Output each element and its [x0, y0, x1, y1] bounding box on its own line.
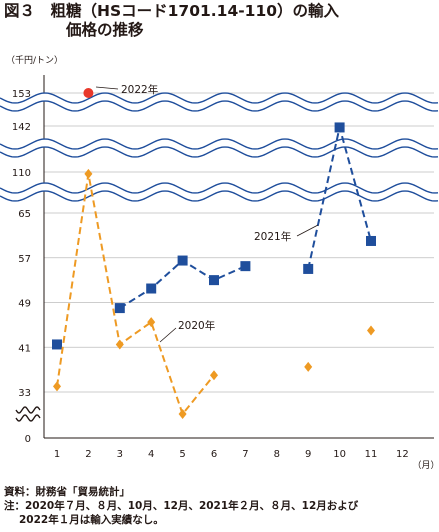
axis-break-1-bottom	[0, 100, 439, 112]
series-label: 2020年	[178, 319, 215, 332]
chart-title: 図３ 粗糖（HSコード1701.14-110）の輸入 価格の推移	[4, 2, 436, 40]
x-tick-label: 4	[148, 449, 154, 460]
x-tick-label: 9	[305, 449, 311, 460]
data-point	[84, 168, 93, 179]
data-point	[83, 88, 94, 98]
footnote-line2: 2022年１月は輸入実績なし。	[19, 514, 164, 526]
data-point	[146, 283, 157, 294]
y-tick-label: 57	[18, 254, 31, 265]
y-tick-label: 153	[12, 89, 31, 100]
series-label: 2021年	[254, 230, 291, 243]
series-label: 2022年	[121, 83, 158, 96]
x-tick-label: 11	[365, 449, 378, 460]
data-point	[52, 339, 62, 350]
x-tick-label: 6	[211, 449, 217, 460]
x-tick-label: 10	[333, 449, 346, 460]
axis-break-2-bottom	[0, 146, 439, 158]
y-tick-label: 65	[18, 209, 31, 220]
x-tick-label: 8	[274, 449, 280, 460]
data-point	[209, 275, 219, 286]
data-point	[114, 303, 125, 314]
series-label-leader	[296, 224, 319, 237]
data-point	[53, 381, 61, 392]
data-point	[366, 235, 376, 246]
series-label-leader	[95, 86, 119, 90]
data-point	[178, 409, 187, 419]
x-tick-label: 7	[242, 449, 248, 460]
y-tick-label: 33	[18, 388, 31, 399]
data-point	[334, 122, 345, 133]
y-axis-break-mark	[15, 414, 41, 422]
y-tick-label: 41	[18, 343, 31, 354]
data-point	[210, 370, 218, 381]
y-tick-label: 49	[18, 299, 31, 310]
footnote-line1: 注：2020年７月、８月、10月、12月、2021年２月、８月、12月および	[4, 500, 359, 512]
x-tick-label: 2	[85, 449, 91, 460]
x-tick-label: 5	[179, 449, 185, 460]
axis-break-3-top	[0, 182, 439, 194]
source-note: 資料：財務省「貿易統計」	[4, 486, 130, 498]
axis-break-1-mask	[0, 93, 439, 111]
data-point	[304, 361, 313, 372]
y-axis-unit: （千円/トン）	[6, 56, 64, 66]
data-point	[367, 325, 375, 336]
data-point	[303, 263, 314, 274]
axis-break-3-bottom	[0, 190, 439, 202]
x-tick-label: 12	[396, 449, 409, 460]
data-point	[147, 317, 156, 328]
series-line	[119, 259, 246, 309]
chart-notes: 資料：財務省「貿易統計」 注：2020年７月、８月、10月、12月、2021年２…	[4, 485, 358, 527]
y-tick-label: 110	[12, 168, 31, 179]
data-point	[240, 261, 251, 272]
y-axis-break-mark	[15, 406, 41, 414]
y-tick-label: 142	[12, 122, 31, 133]
data-point	[177, 255, 188, 266]
data-point	[115, 339, 124, 350]
x-axis-unit: （月）	[412, 460, 439, 471]
y-tick-label: 0	[25, 434, 31, 445]
x-tick-label: 1	[54, 449, 60, 460]
axis-break-3-mask	[0, 183, 439, 201]
series-label-leader	[159, 327, 177, 343]
axis-break-1-top	[0, 92, 439, 104]
x-tick-label: 3	[117, 449, 123, 460]
axis-break-2-mask	[0, 139, 439, 157]
axis-break-2-top	[0, 138, 439, 150]
series-line	[56, 173, 215, 417]
chart-title-line2: 価格の推移	[66, 21, 144, 39]
chart-title-line1: 図３ 粗糖（HSコード1701.14-110）の輸入	[4, 2, 340, 20]
